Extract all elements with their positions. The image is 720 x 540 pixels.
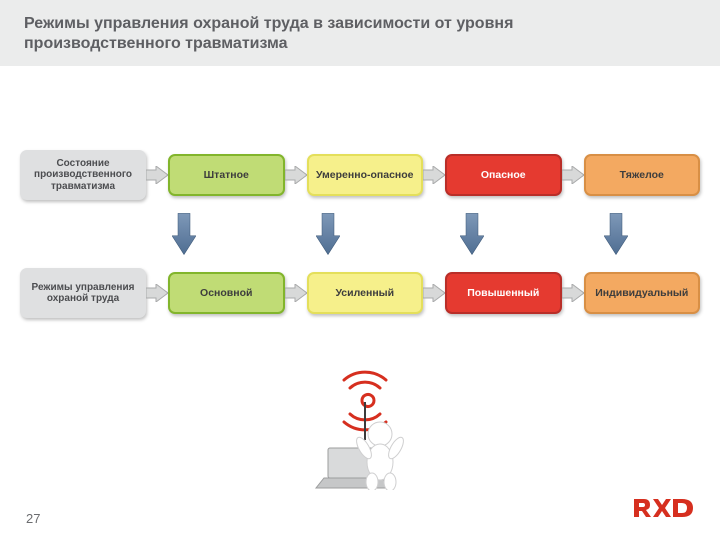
page-title: Режимы управления охраной труда в зависи…: [24, 14, 524, 54]
state-pill: Опасное: [445, 154, 562, 196]
arrow-right-icon: [423, 166, 445, 184]
arrow-right-icon: [285, 284, 307, 302]
arrow-right-icon: [146, 166, 168, 184]
diagram: Состояние производственного травматизма …: [0, 150, 720, 318]
state-label: Умеренно-опасное: [316, 169, 414, 181]
arrow-down-icon: [172, 210, 196, 258]
mode-label: Усиленный: [335, 287, 394, 299]
arrow-right-icon: [562, 284, 584, 302]
mode-pill: Индивидуальный: [584, 272, 701, 314]
mode-label: Основной: [200, 287, 252, 299]
arrow-right-icon: [562, 166, 584, 184]
state-pill: Тяжелое: [584, 154, 701, 196]
arrow-right-icon: [146, 284, 168, 302]
arrow-right-icon: [285, 166, 307, 184]
arrow-down-icon: [460, 210, 484, 258]
arrow-down-icon: [316, 210, 340, 258]
page-number: 27: [26, 511, 40, 526]
bottom-row-label: Режимы управления охраной труда: [20, 268, 146, 318]
wifi-character-icon: [310, 370, 420, 495]
rzd-logo-icon: [632, 495, 696, 526]
header-band: Режимы управления охраной труда в зависи…: [0, 0, 720, 66]
state-label: Штатное: [204, 169, 249, 181]
state-pill: Штатное: [168, 154, 285, 196]
vertical-arrows: [0, 200, 720, 268]
top-row-label: Состояние производственного травматизма: [20, 150, 146, 200]
mode-pill: Основной: [168, 272, 285, 314]
mode-label: Индивидуальный: [595, 287, 688, 299]
state-label: Опасное: [481, 169, 526, 181]
arrow-right-icon: [423, 284, 445, 302]
state-pill: Умеренно-опасное: [307, 154, 424, 196]
mode-label: Повышенный: [467, 287, 539, 299]
top-row: Состояние производственного травматизма …: [0, 150, 720, 200]
state-label: Тяжелое: [620, 169, 664, 181]
mode-pill: Усиленный: [307, 272, 424, 314]
mode-pill: Повышенный: [445, 272, 562, 314]
arrow-down-icon: [604, 210, 628, 258]
bottom-row: Режимы управления охраной труда Основной…: [0, 268, 720, 318]
